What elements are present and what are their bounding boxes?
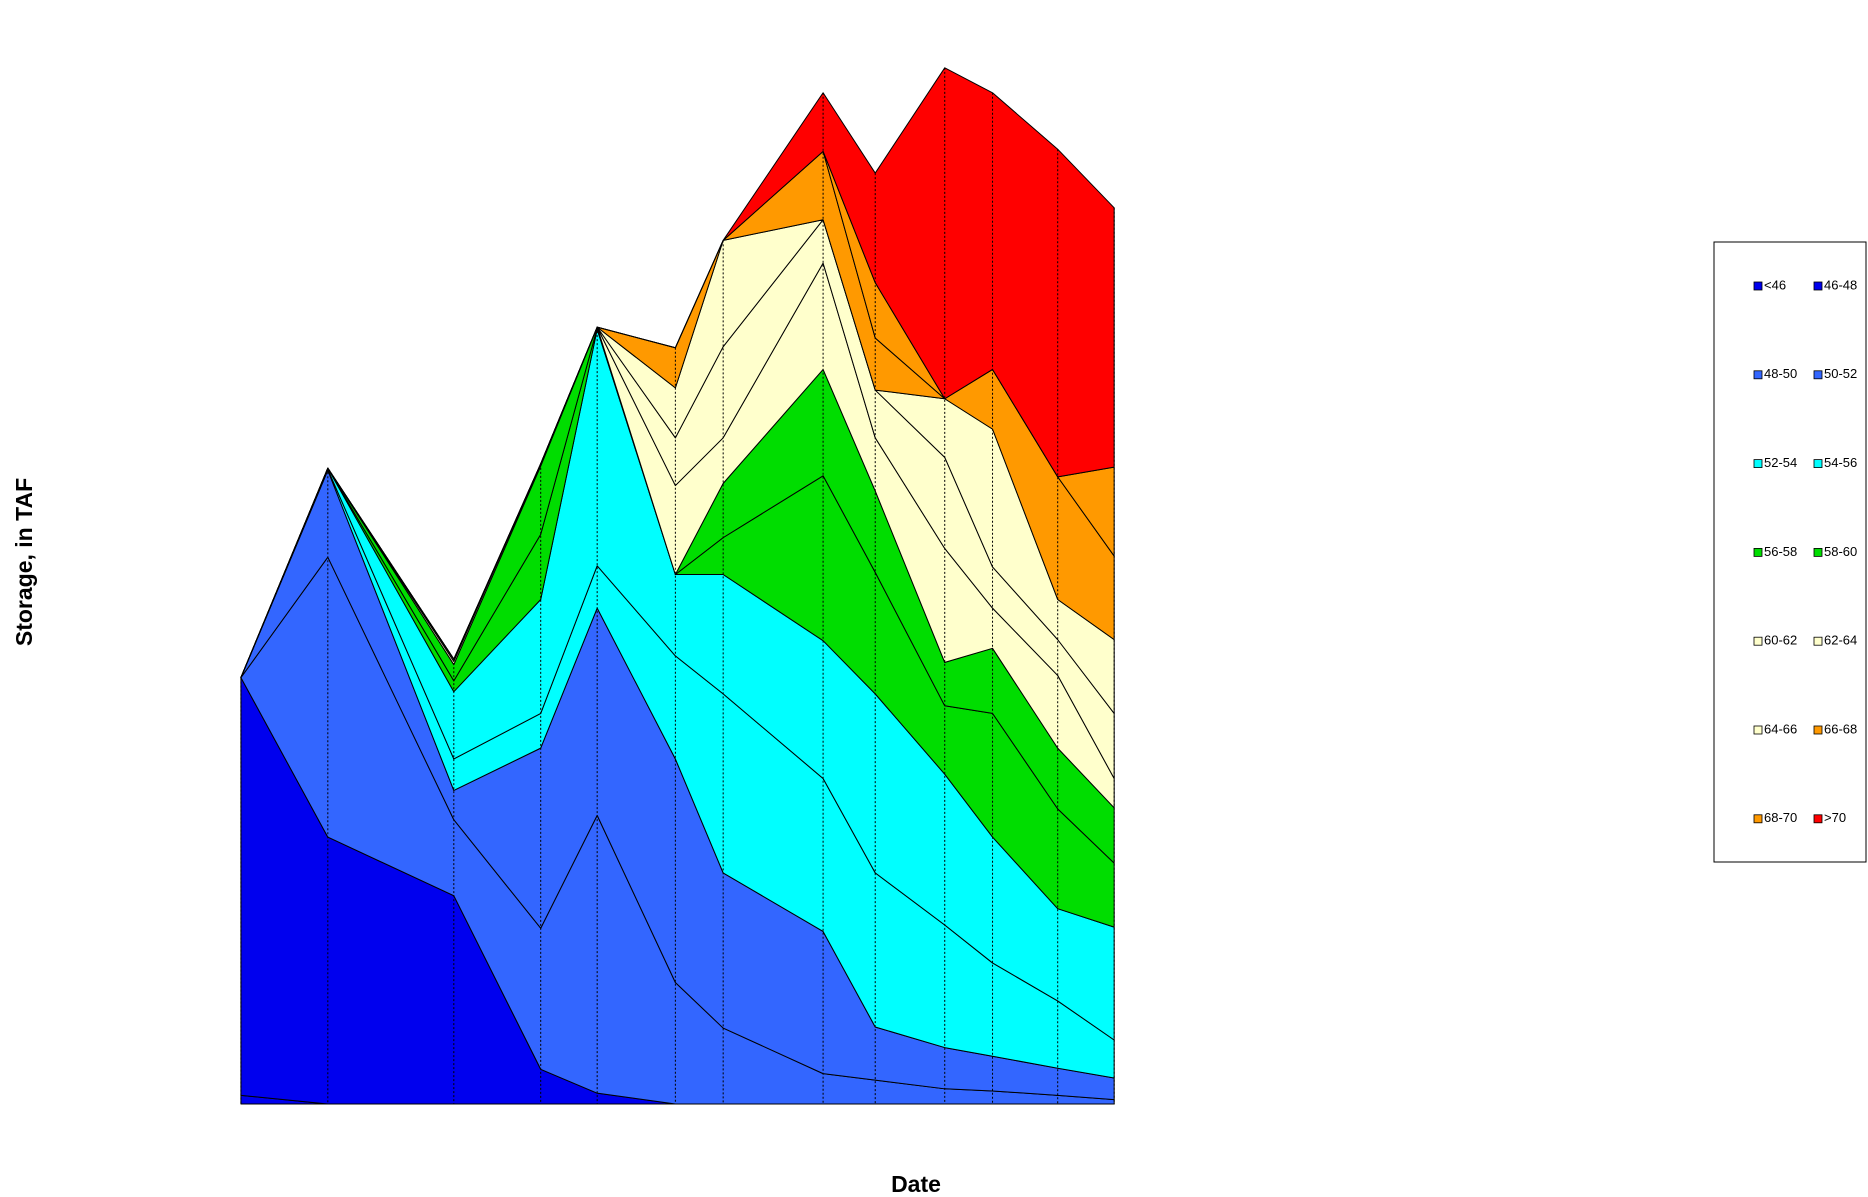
- areas: [240, 67, 1115, 1105]
- legend-label: 46-48: [1824, 277, 1857, 292]
- legend-label: 62-64: [1824, 633, 1857, 648]
- legend-swatch: [1813, 725, 1823, 735]
- legend-swatch: [1813, 459, 1823, 469]
- legend-swatch: [1813, 370, 1823, 380]
- legend-label: 68-70: [1764, 810, 1797, 825]
- legend-label: 66-68: [1824, 721, 1857, 736]
- legend: <46 46-48 48-50 50-52 52-54 54-56 56-58 58-60 60…: [1753, 277, 1857, 825]
- legend-label: 52-54: [1764, 455, 1797, 470]
- legend-label: 58-60: [1824, 544, 1857, 559]
- legend-swatch: [1813, 814, 1823, 824]
- legend-label: 60-62: [1764, 633, 1797, 648]
- legend-box: [1713, 241, 1867, 863]
- legend-label: 64-66: [1764, 721, 1797, 736]
- legend-swatch: [1813, 548, 1823, 557]
- legend-swatch: [1753, 370, 1763, 380]
- legend-swatch: [1753, 281, 1763, 291]
- y-axis-title: Storage, in TAF: [11, 478, 37, 646]
- legend-swatch: [1813, 281, 1823, 291]
- legend-label: 56-58: [1764, 544, 1797, 559]
- legend-swatch: [1753, 725, 1763, 735]
- legend-swatch: [1813, 636, 1823, 646]
- x-axis-title: Date: [891, 1171, 941, 1197]
- legend-label: 54-56: [1824, 455, 1857, 470]
- legend-label: 50-52: [1824, 366, 1857, 381]
- legend-swatch: [1753, 814, 1763, 824]
- legend-label: 48-50: [1764, 366, 1797, 381]
- legend-label: >70: [1824, 810, 1846, 825]
- legend-label: <46: [1764, 277, 1786, 292]
- legend-swatch: [1753, 548, 1763, 557]
- legend-swatch: [1753, 636, 1763, 646]
- legend-swatch: [1753, 459, 1763, 469]
